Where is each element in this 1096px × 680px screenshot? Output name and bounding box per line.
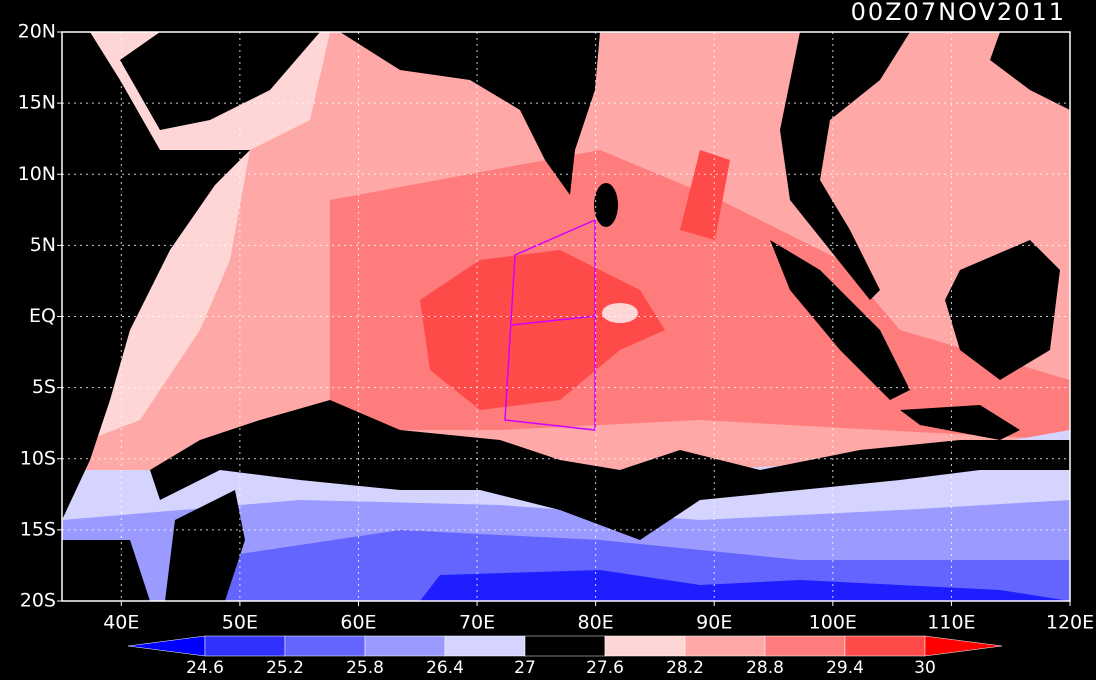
lon-label: 80E xyxy=(578,612,614,634)
lon-label: 40E xyxy=(103,612,139,634)
colorbar-segment xyxy=(524,635,606,657)
colorbar-segment xyxy=(364,635,446,657)
lon-label: 50E xyxy=(222,612,258,634)
lat-label: 15N xyxy=(18,92,56,114)
lon-label: 70E xyxy=(459,612,495,634)
colorbar-label: 26.4 xyxy=(426,658,464,678)
lon-label: 100E xyxy=(809,612,857,634)
colorbar-segment xyxy=(844,635,926,657)
lat-label: 5S xyxy=(32,376,56,398)
colorbar-segment xyxy=(684,635,766,657)
map-title: 00Z07NOV2011 xyxy=(851,0,1066,26)
colorbar-label: 28.2 xyxy=(666,658,704,678)
lon-label: 90E xyxy=(696,612,732,634)
sst-warm-bay xyxy=(680,150,730,240)
lat-label: 15S xyxy=(20,518,56,540)
colorbar-label: 27.6 xyxy=(586,658,624,678)
colorbar-label: 25.2 xyxy=(266,658,304,678)
lon-label: 120E xyxy=(1046,612,1094,634)
lat-label: EQ xyxy=(29,305,56,327)
lon-label: 60E xyxy=(340,612,376,634)
colorbar-arrow xyxy=(924,635,1003,657)
land-arabia xyxy=(120,32,320,130)
sst-coldest xyxy=(420,570,1070,601)
colorbar-label: 28.8 xyxy=(746,658,784,678)
land-africa xyxy=(62,32,250,520)
sst-band xyxy=(150,400,1070,540)
land-borneo xyxy=(945,240,1060,380)
land-india xyxy=(340,32,600,195)
lat-label: 20S xyxy=(20,590,56,612)
sst-spot xyxy=(602,303,638,323)
colorbar-label: 27 xyxy=(514,658,536,678)
lat-label: 20N xyxy=(18,21,56,43)
colorbar-segment xyxy=(764,635,846,657)
colorbar-segment xyxy=(284,635,366,657)
colorbar-segment xyxy=(604,635,686,657)
colorbar-segment xyxy=(444,635,526,657)
land-mozambique xyxy=(62,540,150,601)
land-sumatra xyxy=(770,240,910,400)
land-java xyxy=(900,405,1020,440)
lon-label: 110E xyxy=(927,612,975,634)
sst-warm-core xyxy=(420,250,665,410)
land-indochina xyxy=(780,32,910,300)
lat-label: 10N xyxy=(18,163,56,185)
lat-label: 5N xyxy=(30,234,56,256)
colorbar-label: 24.6 xyxy=(186,658,224,678)
colorbar-label: 29.4 xyxy=(826,658,864,678)
land-madagascar xyxy=(165,490,245,601)
colorbar-label: 30 xyxy=(914,658,936,678)
colorbar-segment xyxy=(204,635,286,657)
region-box xyxy=(504,218,596,431)
lat-label: 10S xyxy=(20,447,56,469)
land-china xyxy=(990,32,1070,110)
land-srilanka xyxy=(594,183,618,227)
colorbar-label: 25.8 xyxy=(346,658,384,678)
